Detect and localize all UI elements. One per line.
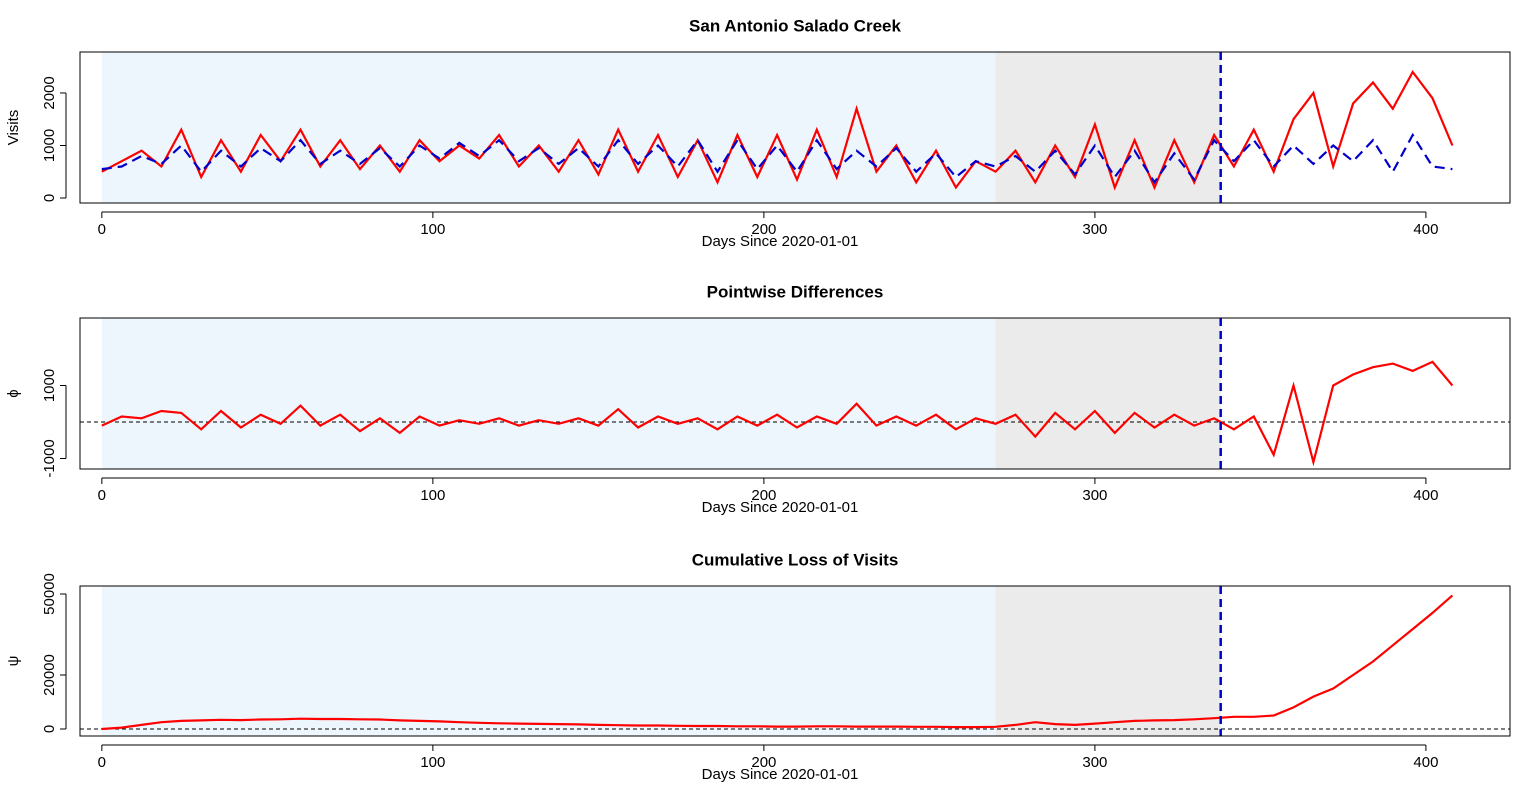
x-tick-label: 100	[420, 487, 445, 504]
data-line	[101, 360, 1454, 467]
plot-frame	[79, 585, 1511, 737]
shaded-region	[995, 318, 1221, 469]
data-line	[101, 594, 1454, 731]
x-tick-label: 0	[98, 754, 106, 771]
x-axis-title: Days Since 2020-01-01	[702, 499, 859, 516]
data-line	[101, 132, 1453, 185]
y-tick-label: 50000	[41, 573, 58, 615]
y-tick-label: -1000	[41, 439, 58, 477]
plot-frame	[79, 317, 1511, 470]
panel: 0 100 200 300 400 0 1000 2000 San Antonio Salado…	[5, 16, 1511, 250]
chart-title: San Antonio Salado Creek	[689, 16, 901, 35]
panel: 0 100 200 300 400 -1000 1000 Pointwise Differen…	[5, 282, 1511, 516]
y-axis-title: ϕ	[5, 389, 22, 397]
panel: 0 100 200 300 400 0 20000 50000 Cumulative Loss …	[5, 550, 1511, 783]
x-tick-label: 400	[1413, 754, 1438, 771]
x-tick-label: 100	[420, 221, 445, 238]
x-tick-label: 200	[751, 221, 776, 238]
x-tick-label: 300	[1082, 221, 1107, 238]
y-tick-label: 1000	[41, 129, 58, 162]
x-tick-label: 0	[98, 487, 106, 504]
chart-title: Cumulative Loss of Visits	[692, 550, 899, 569]
plot-frame	[79, 51, 1511, 204]
x-tick-label: 0	[98, 221, 106, 238]
y-tick-label: 2000	[41, 76, 58, 109]
shaded-region	[995, 586, 1221, 736]
x-tick-label: 300	[1082, 754, 1107, 771]
data-line	[101, 69, 1454, 191]
chart-title: Pointwise Differences	[707, 282, 884, 301]
y-tick-label: 0	[41, 725, 58, 733]
x-tick-label: 200	[751, 754, 776, 771]
shaded-region	[101, 318, 996, 469]
shaded-region	[101, 52, 996, 203]
x-tick-label: 400	[1413, 221, 1438, 238]
x-tick-label: 400	[1413, 487, 1438, 504]
shaded-region	[101, 586, 996, 736]
x-tick-label: 100	[420, 754, 445, 771]
y-axis-title: ψ	[5, 656, 22, 667]
y-axis-title: Visits	[5, 110, 22, 146]
x-axis-title: Days Since 2020-01-01	[702, 233, 859, 250]
y-tick-label: 20000	[41, 654, 58, 696]
shaded-region	[995, 52, 1221, 203]
x-tick-label: 300	[1082, 487, 1107, 504]
y-tick-label: 1000	[41, 369, 58, 402]
y-tick-label: 0	[41, 194, 58, 202]
x-tick-label: 200	[751, 487, 776, 504]
x-axis-title: Days Since 2020-01-01	[702, 766, 859, 783]
